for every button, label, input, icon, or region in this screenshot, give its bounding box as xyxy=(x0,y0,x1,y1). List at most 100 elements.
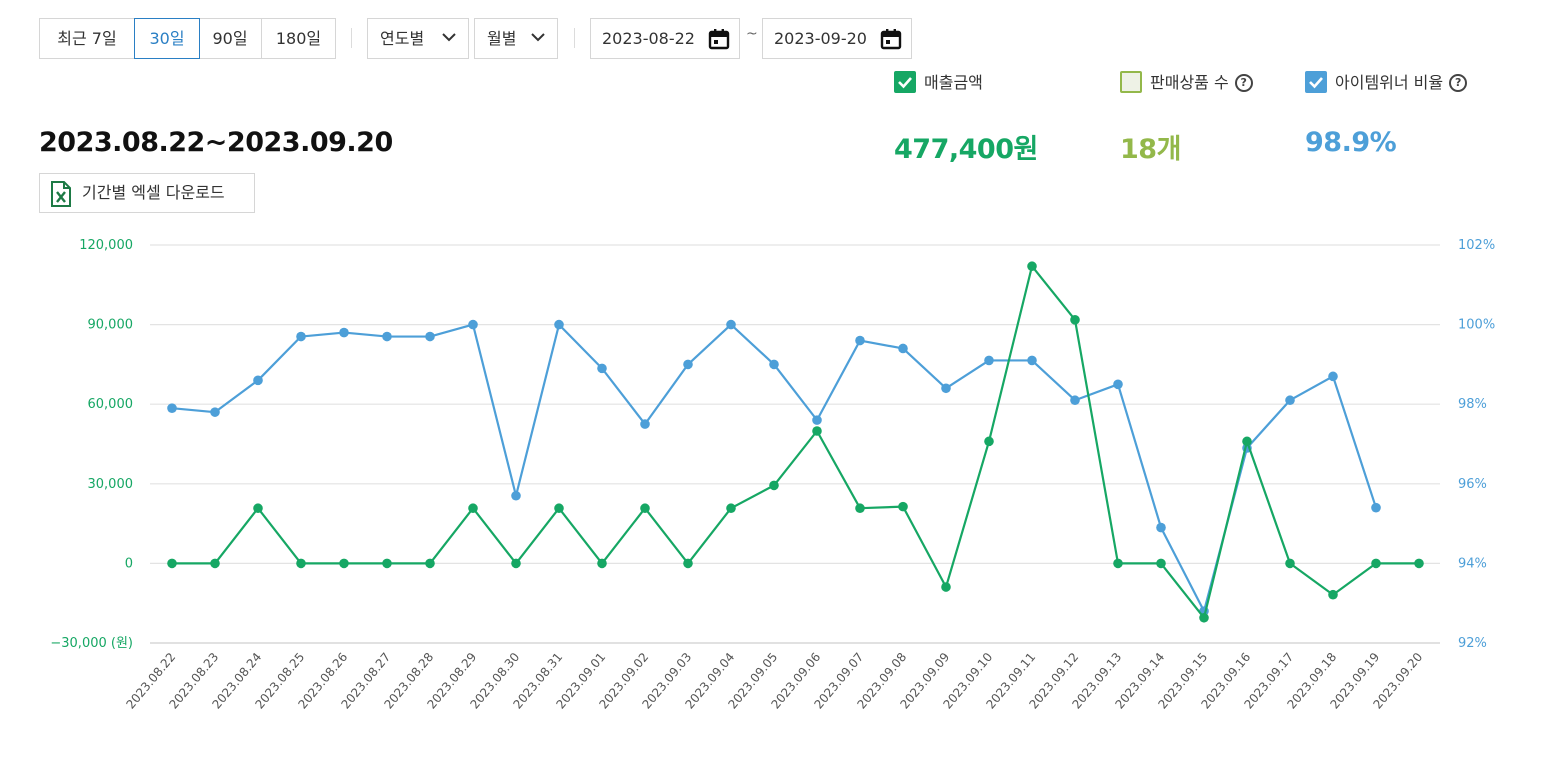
data-point-1[interactable] xyxy=(683,359,693,370)
data-point-1[interactable] xyxy=(812,415,822,425)
checkbox-unchecked[interactable] xyxy=(1120,71,1142,93)
data-point-1[interactable] xyxy=(726,319,736,330)
data-point-0[interactable] xyxy=(1328,589,1338,600)
data-point-1[interactable] xyxy=(382,331,392,342)
data-point-0[interactable] xyxy=(339,558,349,569)
period-7d-button[interactable]: 최근 7일 xyxy=(40,19,135,58)
data-point-1[interactable] xyxy=(1371,502,1381,513)
legend-items-text: 판매상품 수? xyxy=(1150,70,1253,96)
data-point-0[interactable] xyxy=(167,558,177,569)
data-point-0[interactable] xyxy=(210,558,220,569)
data-point-1[interactable] xyxy=(640,419,650,429)
month-group-dropdown[interactable]: 월별 xyxy=(474,18,558,59)
data-point-1[interactable] xyxy=(855,335,865,346)
right-axis-tick-label: 96% xyxy=(1458,477,1487,492)
legend-sales-label: 매출금액 xyxy=(924,73,983,92)
data-point-1[interactable] xyxy=(253,375,263,386)
data-point-1[interactable] xyxy=(1156,522,1166,533)
data-point-0[interactable] xyxy=(1156,558,1166,569)
chevron-down-icon xyxy=(531,33,545,42)
data-point-1[interactable] xyxy=(554,319,564,330)
calendar-icon[interactable] xyxy=(879,27,903,51)
data-point-1[interactable] xyxy=(1070,395,1080,406)
data-point-0[interactable] xyxy=(382,558,392,569)
left-axis-tick-label: 60,000 xyxy=(88,397,134,412)
checkmark-icon xyxy=(1309,77,1323,89)
data-point-1[interactable] xyxy=(210,407,220,417)
excel-file-icon xyxy=(51,181,71,207)
data-point-0[interactable] xyxy=(511,558,521,569)
data-point-0[interactable] xyxy=(812,426,822,436)
data-point-0[interactable] xyxy=(855,503,865,514)
period-30d-button[interactable]: 30일 xyxy=(134,18,200,59)
question-circle-icon[interactable]: ? xyxy=(1234,73,1253,92)
data-point-1[interactable] xyxy=(1328,371,1338,382)
data-point-1[interactable] xyxy=(898,343,908,354)
data-point-1[interactable] xyxy=(296,331,306,342)
period-range-title: 2023.08.22~2023.09.20 xyxy=(39,127,393,158)
data-point-1[interactable] xyxy=(425,331,435,342)
left-axis-tick-label: 30,000 xyxy=(88,477,134,492)
legend-winner-toggle[interactable]: 아이템위너 비율? xyxy=(1305,70,1485,96)
legend-winner-label: 아이템위너 비율 xyxy=(1335,73,1444,92)
legend-winner-text: 아이템위너 비율? xyxy=(1335,70,1468,96)
data-point-0[interactable] xyxy=(1113,558,1123,569)
data-point-0[interactable] xyxy=(769,480,779,491)
chevron-down-icon xyxy=(442,33,456,42)
data-point-1[interactable] xyxy=(1285,395,1295,406)
data-point-1[interactable] xyxy=(511,490,521,501)
data-point-0[interactable] xyxy=(296,558,306,569)
legend-sales-toggle[interactable]: 매출금액 xyxy=(894,70,1014,96)
data-point-0[interactable] xyxy=(1371,558,1381,569)
data-point-0[interactable] xyxy=(1027,261,1037,272)
data-point-0[interactable] xyxy=(1199,612,1209,623)
data-point-0[interactable] xyxy=(554,503,564,514)
data-point-1[interactable] xyxy=(984,355,994,366)
data-point-1[interactable] xyxy=(167,403,177,413)
end-date-field[interactable]: 2023-09-20 xyxy=(762,18,912,59)
right-axis-ticks: 102% 100% 98% 96% 94% 92% xyxy=(1458,238,1495,651)
period-90d-button[interactable]: 90일 xyxy=(199,19,262,58)
data-point-0[interactable] xyxy=(640,503,650,514)
chart-series xyxy=(167,261,1424,623)
data-point-0[interactable] xyxy=(1414,558,1424,569)
data-point-1[interactable] xyxy=(1027,355,1037,366)
legend-items-label: 판매상품 수 xyxy=(1150,73,1229,92)
data-point-0[interactable] xyxy=(683,558,693,569)
data-point-0[interactable] xyxy=(597,558,607,569)
data-point-0[interactable] xyxy=(726,503,736,514)
data-point-1[interactable] xyxy=(468,319,478,330)
checkbox-checked[interactable] xyxy=(894,71,916,93)
data-point-0[interactable] xyxy=(984,436,994,447)
start-date-field[interactable]: 2023-08-22 xyxy=(590,18,740,59)
period-180d-button[interactable]: 180일 xyxy=(262,19,335,58)
excel-download-label: 기간별 엑셀 다운로드 xyxy=(82,183,225,202)
data-point-1[interactable] xyxy=(597,363,607,374)
data-point-0[interactable] xyxy=(425,558,435,569)
data-point-1[interactable] xyxy=(1113,379,1123,390)
data-point-0[interactable] xyxy=(1070,315,1080,325)
data-point-0[interactable] xyxy=(253,503,263,514)
right-axis-tick-label: 100% xyxy=(1458,318,1495,333)
sales-total: 477,400원 xyxy=(894,134,1038,165)
excel-download-button[interactable]: 기간별 엑셀 다운로드 xyxy=(39,173,255,213)
legend-items-toggle[interactable]: 판매상품 수? xyxy=(1120,70,1270,96)
data-point-0[interactable] xyxy=(468,503,478,514)
year-group-dropdown[interactable]: 연도별 xyxy=(367,18,469,59)
data-point-0[interactable] xyxy=(941,582,951,592)
data-point-0[interactable] xyxy=(898,501,908,512)
data-point-1[interactable] xyxy=(769,359,779,370)
data-point-0[interactable] xyxy=(1285,558,1295,569)
data-point-1[interactable] xyxy=(339,327,349,338)
data-point-1[interactable] xyxy=(941,383,951,394)
checkbox-checked[interactable] xyxy=(1305,71,1327,93)
items-total: 18개 xyxy=(1120,134,1181,165)
right-axis-tick-label: 102% xyxy=(1458,238,1495,253)
right-axis-tick-label: 94% xyxy=(1458,556,1487,571)
question-circle-icon[interactable]: ? xyxy=(1449,73,1468,92)
calendar-icon[interactable] xyxy=(707,27,731,51)
divider xyxy=(351,28,352,48)
month-group-label: 월별 xyxy=(487,29,517,48)
data-point-0[interactable] xyxy=(1242,436,1252,447)
